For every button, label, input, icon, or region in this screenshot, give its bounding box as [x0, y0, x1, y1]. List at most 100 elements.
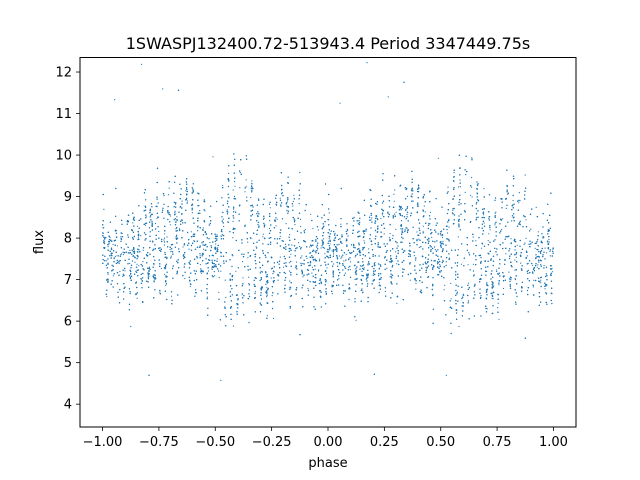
data-point	[548, 241, 550, 243]
data-point	[183, 257, 185, 260]
data-point	[168, 213, 170, 215]
data-point	[149, 216, 151, 218]
data-point	[349, 268, 351, 271]
data-point	[266, 296, 268, 298]
data-point	[116, 255, 118, 257]
data-point	[366, 62, 368, 64]
data-point	[492, 283, 494, 285]
data-point	[501, 229, 503, 231]
data-point	[347, 230, 349, 232]
data-point	[148, 266, 150, 268]
data-point	[300, 226, 302, 228]
data-point	[462, 293, 464, 295]
data-point	[199, 264, 201, 266]
data-point	[491, 297, 493, 299]
data-point	[453, 172, 455, 174]
data-point	[115, 230, 118, 232]
data-point	[494, 224, 496, 226]
data-point	[140, 63, 143, 65]
data-point	[361, 288, 363, 290]
data-point	[425, 263, 427, 265]
data-point	[348, 266, 350, 268]
data-point	[491, 292, 493, 294]
data-point	[540, 279, 542, 281]
data-point	[292, 200, 294, 203]
data-point	[213, 271, 215, 273]
data-point	[188, 263, 190, 265]
data-point	[235, 270, 237, 272]
data-point	[281, 192, 283, 194]
data-point	[254, 291, 257, 293]
data-point	[359, 265, 362, 267]
data-point	[465, 174, 467, 176]
data-point	[200, 272, 203, 274]
data-point	[543, 265, 545, 267]
data-point	[156, 217, 158, 220]
data-point	[162, 88, 164, 90]
data-point	[209, 241, 211, 244]
data-point	[277, 279, 279, 281]
data-point	[136, 263, 138, 265]
data-point	[459, 186, 461, 188]
data-point	[515, 256, 518, 258]
data-point	[394, 213, 396, 215]
data-point	[165, 284, 167, 286]
data-point	[412, 200, 414, 202]
data-point	[271, 295, 273, 297]
data-point	[299, 172, 301, 174]
data-point	[458, 325, 460, 328]
data-point	[215, 243, 217, 245]
data-point	[247, 241, 249, 243]
data-point	[537, 264, 539, 266]
data-point	[272, 273, 274, 275]
data-point	[532, 286, 535, 288]
data-point	[400, 220, 403, 222]
data-point	[331, 293, 333, 295]
data-point	[383, 233, 385, 235]
data-point	[471, 196, 473, 198]
data-point	[534, 247, 536, 249]
data-point	[294, 267, 296, 269]
data-point	[368, 248, 370, 250]
data-point	[341, 234, 343, 236]
data-point	[396, 263, 398, 265]
data-point	[422, 225, 424, 227]
data-point	[247, 257, 249, 259]
data-point	[540, 282, 542, 284]
data-point	[323, 238, 325, 240]
data-point	[185, 190, 187, 192]
data-point	[365, 278, 367, 280]
data-point	[136, 225, 139, 227]
data-point	[475, 240, 477, 242]
data-point	[299, 218, 302, 220]
data-point	[202, 227, 204, 229]
data-point	[112, 275, 114, 277]
data-point	[225, 296, 227, 299]
data-point	[552, 248, 554, 250]
data-point	[367, 262, 369, 264]
data-point	[510, 279, 512, 281]
data-point	[399, 207, 401, 210]
data-point	[207, 270, 210, 272]
data-point	[245, 186, 247, 188]
data-point	[497, 302, 499, 304]
data-point	[106, 260, 108, 262]
data-point	[481, 247, 483, 249]
data-point	[290, 253, 292, 255]
data-point	[458, 186, 460, 188]
data-point	[487, 240, 489, 242]
data-point	[294, 223, 296, 226]
data-point	[242, 261, 244, 263]
data-point	[423, 205, 425, 207]
data-point	[109, 236, 111, 238]
data-point	[298, 245, 301, 248]
data-point	[486, 308, 488, 310]
data-point	[222, 218, 224, 220]
data-point	[317, 229, 319, 231]
data-point	[381, 214, 383, 216]
data-point	[536, 266, 538, 268]
chart-title: 1SWASPJ132400.72-513943.4 Period 3347449…	[126, 34, 531, 53]
data-point	[309, 246, 311, 248]
data-point	[242, 277, 244, 279]
